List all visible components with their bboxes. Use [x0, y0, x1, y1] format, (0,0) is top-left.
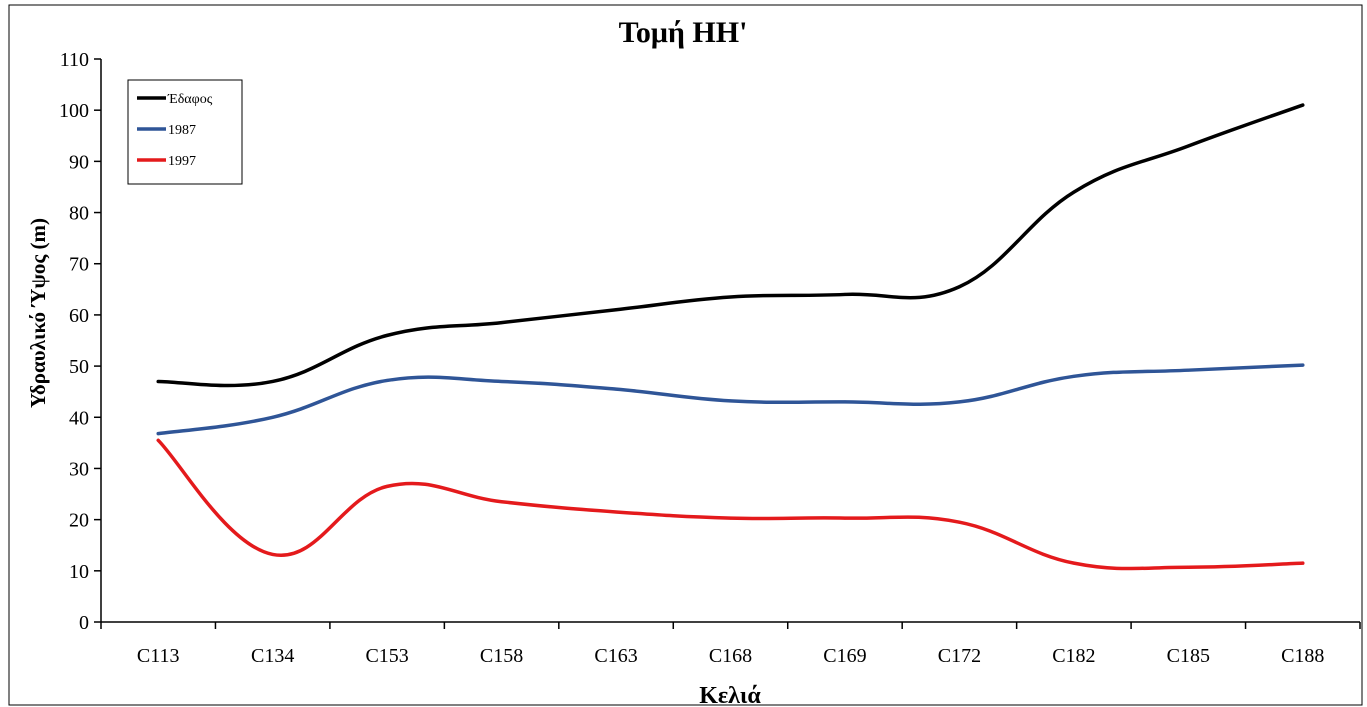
data-point [1072, 190, 1076, 194]
x-tick-label: C185 [1167, 645, 1210, 667]
axes: 0 10 20 30 40 50 60 70 80 90 100 110 C113 C134 C153 C15… [59, 49, 1361, 667]
data-point [957, 400, 961, 404]
x-tick-label: C153 [365, 645, 408, 667]
data-point [156, 432, 160, 436]
data-point [271, 379, 275, 383]
x-axis-label: Κελιά [699, 683, 761, 707]
data-point [614, 308, 618, 312]
legend-label-0: Έδαφος [167, 92, 213, 107]
y-tick-label: 40 [69, 407, 89, 429]
data-point [1186, 565, 1190, 569]
data-point [843, 516, 847, 520]
x-tick-label: C113 [137, 645, 180, 667]
y-axis-label: Υδραυλικό Ύψος (m) [26, 218, 50, 408]
data-point [271, 552, 275, 556]
data-point [729, 516, 732, 520]
y-tick-label: 10 [69, 561, 89, 583]
data-point [1072, 561, 1076, 565]
data-point [1301, 363, 1305, 367]
data-point [271, 415, 275, 419]
data-point [385, 378, 389, 382]
data-point [729, 399, 732, 403]
y-tick-label: 60 [69, 305, 89, 327]
data-point [1072, 374, 1076, 378]
series-layer [156, 103, 1305, 571]
x-tick-label: C163 [594, 645, 637, 667]
data-point [957, 520, 961, 524]
x-tick-label: C182 [1052, 645, 1095, 667]
legend-label-1: 1987 [168, 123, 196, 138]
y-tick-label: 0 [79, 612, 89, 634]
data-point [156, 438, 160, 442]
y-tick-label: 20 [69, 510, 89, 532]
y-tick-label: 50 [69, 356, 89, 378]
x-tick-label: C172 [938, 645, 981, 667]
x-tick-label: C158 [480, 645, 523, 667]
data-point [614, 387, 618, 391]
data-point [843, 400, 847, 404]
data-point [1186, 144, 1190, 148]
data-point [957, 285, 961, 289]
x-tick-label: C169 [823, 645, 866, 667]
y-tick-label: 80 [69, 203, 89, 225]
y-tick-label: 90 [69, 151, 89, 173]
chart-title: Τομή ΗΗ' [619, 16, 748, 49]
data-point [385, 484, 389, 488]
x-tick-label: C168 [709, 645, 752, 667]
legend-label-2: 1997 [168, 154, 196, 169]
x-tick-label: C134 [251, 645, 294, 667]
series-line-0 [156, 103, 1305, 388]
data-point [1301, 103, 1305, 107]
data-point [729, 295, 732, 299]
data-point [500, 500, 504, 504]
data-point [500, 321, 504, 325]
data-point [843, 292, 847, 296]
data-point [500, 379, 504, 383]
data-point [1186, 368, 1190, 372]
data-point [614, 510, 618, 514]
y-tick-label: 110 [60, 49, 89, 71]
y-tick-label: 70 [69, 254, 89, 276]
data-point [156, 379, 160, 383]
legend: Έδαφος 1987 1997 [127, 79, 243, 185]
data-point [385, 333, 389, 337]
y-tick-label: 30 [69, 458, 89, 480]
series-line-2 [156, 438, 1305, 571]
x-tick-label: C188 [1281, 645, 1324, 667]
y-tick-label: 100 [59, 100, 89, 122]
data-point [1301, 561, 1305, 565]
